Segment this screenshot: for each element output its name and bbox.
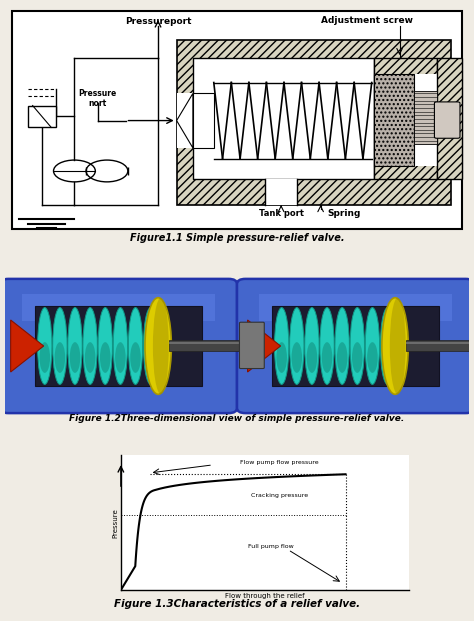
Ellipse shape <box>68 307 82 384</box>
Ellipse shape <box>290 307 304 384</box>
Bar <box>28 106 56 127</box>
Text: Figure1.1 Simple pressure-relief valve.: Figure1.1 Simple pressure-relief valve. <box>130 233 344 243</box>
Text: Figure 1.3Characteristics of a relief valve.: Figure 1.3Characteristics of a relief va… <box>114 599 360 609</box>
Ellipse shape <box>83 307 97 384</box>
FancyBboxPatch shape <box>0 279 237 413</box>
Text: Spring: Spring <box>327 209 361 218</box>
Bar <box>265 179 297 205</box>
Ellipse shape <box>390 297 406 394</box>
Text: Pressureport: Pressureport <box>125 17 191 27</box>
Ellipse shape <box>85 342 95 373</box>
Bar <box>259 294 452 321</box>
Text: Figure 1.2Three-dimensional view of simple pressure-relief valve.: Figure 1.2Three-dimensional view of simp… <box>69 414 405 424</box>
Polygon shape <box>177 93 193 148</box>
FancyBboxPatch shape <box>434 102 460 138</box>
Ellipse shape <box>55 342 65 373</box>
Ellipse shape <box>100 342 110 373</box>
Ellipse shape <box>53 307 67 384</box>
Ellipse shape <box>113 307 128 384</box>
Bar <box>413 91 437 144</box>
Ellipse shape <box>307 342 317 373</box>
FancyBboxPatch shape <box>237 279 474 413</box>
FancyBboxPatch shape <box>239 322 264 368</box>
Ellipse shape <box>352 342 363 373</box>
Ellipse shape <box>382 297 408 394</box>
Ellipse shape <box>153 297 169 394</box>
Bar <box>169 340 252 351</box>
Bar <box>35 306 202 386</box>
Ellipse shape <box>145 297 172 394</box>
Bar <box>169 342 252 344</box>
Bar <box>193 93 214 148</box>
Ellipse shape <box>367 342 378 373</box>
Bar <box>272 306 439 386</box>
Bar <box>374 74 413 166</box>
Ellipse shape <box>365 307 380 384</box>
Ellipse shape <box>276 342 287 373</box>
Ellipse shape <box>144 307 158 384</box>
Ellipse shape <box>39 342 50 373</box>
Bar <box>22 294 215 321</box>
Ellipse shape <box>274 307 289 384</box>
Ellipse shape <box>380 307 395 384</box>
Ellipse shape <box>37 307 52 384</box>
Bar <box>406 340 474 351</box>
Ellipse shape <box>382 342 393 373</box>
Bar <box>177 93 193 148</box>
Ellipse shape <box>115 342 126 373</box>
Bar <box>193 58 374 179</box>
Text: Adjustment screw: Adjustment screw <box>321 16 413 25</box>
Ellipse shape <box>292 342 302 373</box>
Ellipse shape <box>335 307 349 384</box>
Ellipse shape <box>350 307 365 384</box>
Ellipse shape <box>320 307 334 384</box>
Ellipse shape <box>322 342 332 373</box>
Ellipse shape <box>128 307 143 384</box>
Bar <box>437 58 462 179</box>
Ellipse shape <box>98 307 112 384</box>
Bar <box>177 40 451 205</box>
Bar <box>406 342 474 344</box>
Polygon shape <box>10 320 44 372</box>
Bar <box>374 74 437 166</box>
Polygon shape <box>247 320 281 372</box>
Ellipse shape <box>305 307 319 384</box>
Text: Tank port: Tank port <box>259 209 304 218</box>
Ellipse shape <box>70 342 80 373</box>
Ellipse shape <box>130 342 141 373</box>
Text: Pressure
nort: Pressure nort <box>79 89 117 108</box>
Ellipse shape <box>146 342 156 373</box>
Bar <box>374 58 437 179</box>
Ellipse shape <box>337 342 347 373</box>
